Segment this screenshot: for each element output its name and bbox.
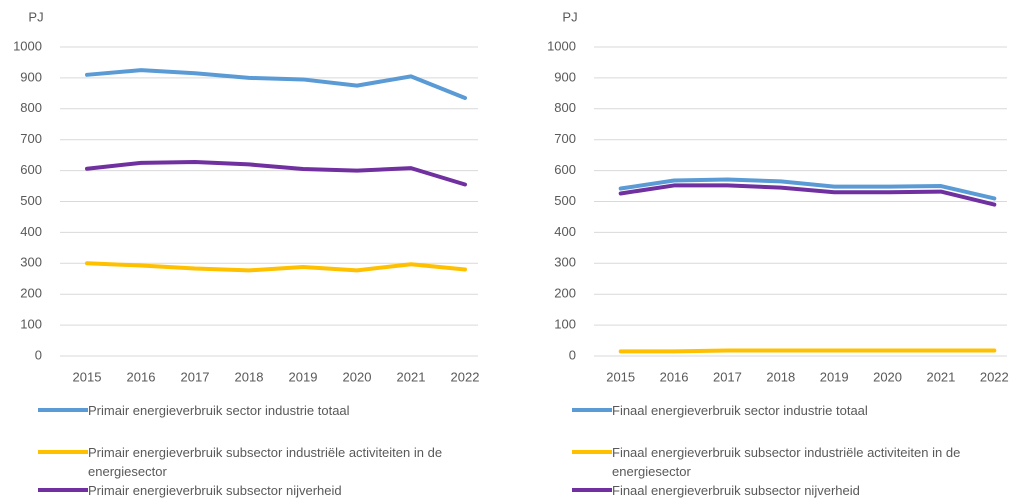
x-tick-label: 2015 bbox=[73, 369, 102, 384]
y-tick-label: 900 bbox=[554, 69, 576, 84]
series-line bbox=[85, 159, 467, 187]
x-tick-label: 2018 bbox=[766, 369, 795, 384]
legend-swatch bbox=[572, 450, 612, 454]
legend-label: Finaal energieverbruik subsector nijverh… bbox=[612, 483, 860, 498]
series-line bbox=[618, 348, 997, 354]
x-tick-label: 2021 bbox=[397, 369, 426, 384]
y-tick-label: 300 bbox=[554, 255, 576, 270]
x-tick-label: 2019 bbox=[820, 369, 849, 384]
legend-label: Primair energieverbruik sector industrie… bbox=[88, 403, 350, 418]
legend-swatch bbox=[38, 408, 88, 412]
x-tick-label: 2017 bbox=[181, 369, 210, 384]
y-tick-label: 200 bbox=[554, 286, 576, 301]
legend-swatch bbox=[572, 488, 612, 492]
series-line bbox=[618, 177, 997, 201]
x-tick-label: 2022 bbox=[451, 369, 480, 384]
y-tick-label: 900 bbox=[20, 69, 42, 84]
legend-swatch bbox=[38, 450, 88, 454]
y-tick-label: 300 bbox=[20, 255, 42, 270]
y-tick-label: 0 bbox=[569, 347, 576, 362]
x-tick-label: 2019 bbox=[289, 369, 318, 384]
legend-label: Finaal energieverbruik sector industrie … bbox=[612, 403, 868, 418]
y-axis-label: PJ bbox=[562, 9, 577, 24]
series-line bbox=[85, 261, 467, 273]
y-tick-label: 500 bbox=[554, 193, 576, 208]
x-tick-label: 2020 bbox=[873, 369, 902, 384]
legend-swatch bbox=[572, 408, 612, 412]
legend-label: Finaal energieverbruik subsector industr… bbox=[612, 445, 961, 479]
y-tick-label: 700 bbox=[554, 131, 576, 146]
legend-swatch bbox=[38, 488, 88, 492]
y-tick-label: 400 bbox=[554, 224, 576, 239]
x-tick-label: 2021 bbox=[926, 369, 955, 384]
x-tick-label: 2018 bbox=[235, 369, 264, 384]
y-tick-label: 200 bbox=[20, 286, 42, 301]
y-tick-label: 600 bbox=[20, 162, 42, 177]
y-tick-label: 600 bbox=[554, 162, 576, 177]
x-tick-label: 2022 bbox=[980, 369, 1009, 384]
y-tick-label: 0 bbox=[35, 347, 42, 362]
x-tick-label: 2015 bbox=[606, 369, 635, 384]
x-tick-label: 2020 bbox=[343, 369, 372, 384]
y-tick-label: 1000 bbox=[13, 38, 42, 53]
y-tick-label: 800 bbox=[20, 100, 42, 115]
y-axis-label: PJ bbox=[28, 9, 43, 24]
y-tick-label: 100 bbox=[20, 317, 42, 332]
y-tick-label: 400 bbox=[20, 224, 42, 239]
y-tick-label: 700 bbox=[20, 131, 42, 146]
legend-label: Primair energieverbruik subsector indust… bbox=[88, 445, 443, 479]
y-tick-label: 800 bbox=[554, 100, 576, 115]
series-line bbox=[618, 183, 997, 207]
series-line bbox=[85, 68, 467, 100]
x-tick-label: 2016 bbox=[660, 369, 689, 384]
y-tick-label: 100 bbox=[554, 317, 576, 332]
y-tick-label: 500 bbox=[20, 193, 42, 208]
y-tick-label: 1000 bbox=[547, 38, 576, 53]
x-tick-label: 2017 bbox=[713, 369, 742, 384]
x-tick-label: 2016 bbox=[127, 369, 156, 384]
legend-label: Primair energieverbruik subsector nijver… bbox=[88, 483, 342, 498]
